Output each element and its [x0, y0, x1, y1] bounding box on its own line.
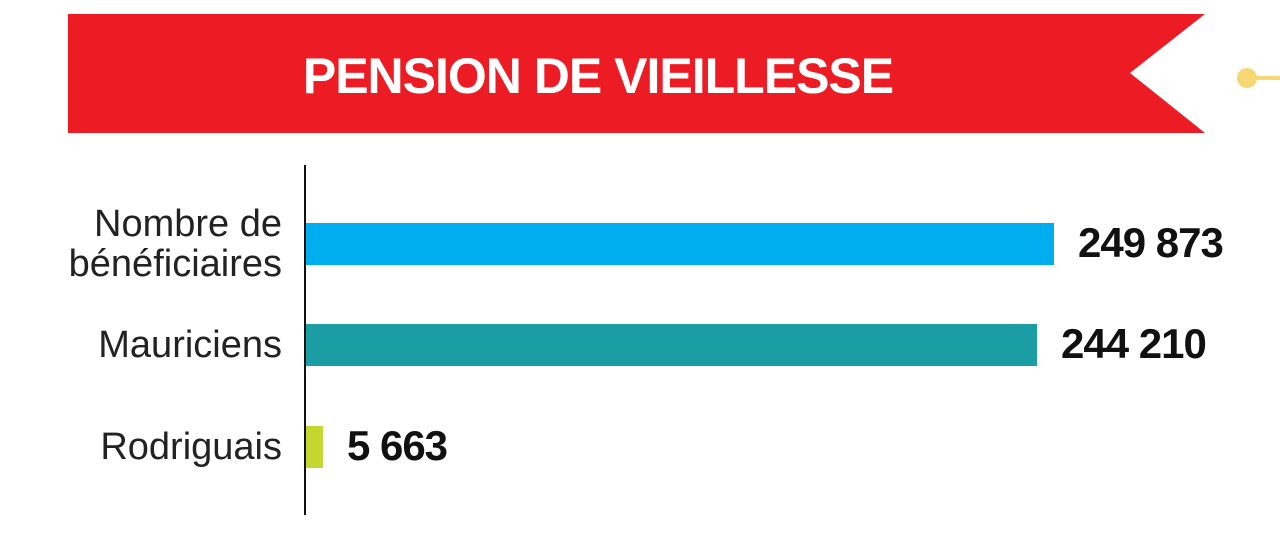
bar	[306, 426, 323, 468]
decoration	[1237, 68, 1257, 88]
value-label: 249 873	[1078, 219, 1223, 266]
value-label: 5 663	[347, 422, 447, 469]
bar	[306, 324, 1038, 366]
category-label: Nombre de bénéficiaires	[68, 203, 282, 285]
value-label: 244 210	[1061, 320, 1206, 367]
title-banner	[68, 14, 1205, 133]
chart-title: PENSION DE VIEILLESSE	[303, 48, 893, 104]
category-label: Mauriciens	[98, 324, 282, 366]
category-label: Rodriguais	[100, 426, 282, 468]
bar	[306, 223, 1054, 265]
